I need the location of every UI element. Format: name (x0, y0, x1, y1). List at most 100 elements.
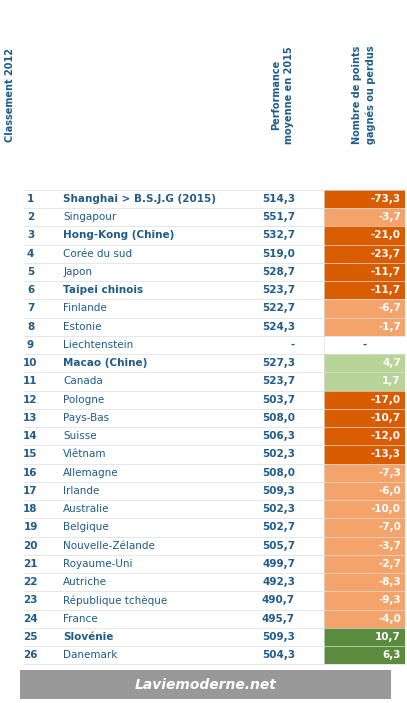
Text: Nombre de points
gagnés ou perdus: Nombre de points gagnés ou perdus (352, 46, 376, 144)
Text: 514,3: 514,3 (262, 194, 295, 204)
Text: -4,0: -4,0 (378, 614, 401, 624)
Text: 505,7: 505,7 (262, 541, 295, 550)
Text: Performance
moyenne en 2015: Performance moyenne en 2015 (271, 46, 295, 143)
Bar (324, 281, 405, 299)
Text: -3,7: -3,7 (378, 212, 401, 222)
Bar (324, 373, 405, 391)
Text: République tchèque: République tchèque (63, 595, 167, 606)
Text: -1,7: -1,7 (378, 322, 401, 332)
Text: Macao (Chine): Macao (Chine) (63, 359, 147, 368)
Text: Australie: Australie (63, 504, 109, 514)
Text: 490,7: 490,7 (262, 595, 295, 605)
Text: -11,7: -11,7 (371, 285, 401, 295)
Text: -7,0: -7,0 (378, 522, 401, 532)
Text: 524,3: 524,3 (262, 322, 295, 332)
Text: 24: 24 (23, 614, 38, 624)
Bar (324, 445, 405, 463)
Text: 2: 2 (27, 212, 34, 222)
Text: -: - (362, 340, 366, 350)
Text: 13: 13 (23, 413, 38, 423)
Text: 522,7: 522,7 (262, 304, 295, 314)
Text: France: France (63, 614, 98, 624)
Text: 551,7: 551,7 (262, 212, 295, 222)
Text: -17,0: -17,0 (371, 394, 401, 405)
Text: 20: 20 (23, 541, 38, 550)
Bar (324, 190, 405, 208)
Text: 3: 3 (27, 231, 34, 240)
Text: Shanghai > B.S.J.G (2015): Shanghai > B.S.J.G (2015) (63, 194, 216, 204)
Text: Slovénie: Slovénie (63, 632, 114, 642)
Bar (324, 354, 405, 373)
Text: -: - (291, 340, 295, 350)
Text: 16: 16 (23, 467, 38, 478)
Text: Irlande: Irlande (63, 486, 99, 496)
Text: -10,7: -10,7 (371, 413, 401, 423)
Text: 508,0: 508,0 (262, 413, 295, 423)
Text: 14: 14 (23, 431, 38, 441)
Bar (324, 591, 405, 610)
Text: -6,0: -6,0 (378, 486, 401, 496)
Bar (324, 573, 405, 591)
Text: 495,7: 495,7 (262, 614, 295, 624)
Text: Autriche: Autriche (63, 577, 107, 587)
Bar (324, 463, 405, 482)
Bar (324, 226, 405, 245)
Text: 528,7: 528,7 (262, 267, 295, 277)
Text: Allemagne: Allemagne (63, 467, 119, 478)
Text: 10: 10 (23, 359, 38, 368)
Text: Corée du sud: Corée du sud (63, 249, 132, 259)
Text: -2,7: -2,7 (378, 559, 401, 569)
Text: 12: 12 (23, 394, 38, 405)
Text: 509,3: 509,3 (262, 632, 295, 642)
Bar (324, 628, 405, 646)
Text: 11: 11 (23, 376, 38, 387)
Text: 527,3: 527,3 (262, 359, 295, 368)
Bar (324, 208, 405, 226)
Text: 532,7: 532,7 (262, 231, 295, 240)
Text: 7: 7 (27, 304, 34, 314)
Text: 508,0: 508,0 (262, 467, 295, 478)
Text: 1,7: 1,7 (382, 376, 401, 387)
Bar (324, 409, 405, 427)
Text: 502,3: 502,3 (262, 449, 295, 460)
Text: -6,7: -6,7 (378, 304, 401, 314)
Bar (324, 318, 405, 336)
Text: 502,7: 502,7 (262, 522, 295, 532)
Text: 523,7: 523,7 (262, 376, 295, 387)
Text: Estonie: Estonie (63, 322, 102, 332)
Text: -21,0: -21,0 (371, 231, 401, 240)
Text: 15: 15 (23, 449, 38, 460)
Text: -9,3: -9,3 (378, 595, 401, 605)
Text: 519,0: 519,0 (262, 249, 295, 259)
Text: 503,7: 503,7 (262, 394, 295, 405)
Text: Laviemoderne.net: Laviemoderne.net (135, 678, 276, 692)
Text: -10,0: -10,0 (371, 504, 401, 514)
Text: Belgique: Belgique (63, 522, 109, 532)
Text: 509,3: 509,3 (262, 486, 295, 496)
Text: -3,7: -3,7 (378, 541, 401, 550)
Bar (324, 427, 405, 445)
Text: Liechtenstein: Liechtenstein (63, 340, 133, 350)
Text: Nouvelle-Zélande: Nouvelle-Zélande (63, 541, 155, 550)
Bar (324, 610, 405, 628)
Bar (324, 245, 405, 263)
Bar (324, 536, 405, 555)
Text: Hong-Kong (Chine): Hong-Kong (Chine) (63, 231, 175, 240)
Text: -12,0: -12,0 (371, 431, 401, 441)
Text: 8: 8 (27, 322, 34, 332)
Bar (324, 500, 405, 518)
Text: Pays-Bas: Pays-Bas (63, 413, 109, 423)
Text: 19: 19 (23, 522, 38, 532)
Bar (324, 646, 405, 664)
Text: 523,7: 523,7 (262, 285, 295, 295)
Bar (324, 263, 405, 281)
Bar (324, 482, 405, 500)
Text: 6: 6 (27, 285, 34, 295)
Text: Viêtnam: Viêtnam (63, 449, 107, 460)
Text: 5: 5 (27, 267, 34, 277)
Text: 10,7: 10,7 (375, 632, 401, 642)
Bar (324, 391, 405, 409)
Bar (324, 518, 405, 536)
Text: -7,3: -7,3 (378, 467, 401, 478)
Bar (324, 555, 405, 573)
